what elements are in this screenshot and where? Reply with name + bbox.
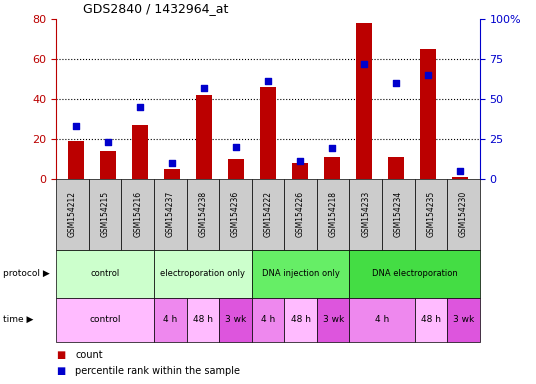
Bar — [260, 87, 276, 179]
Bar — [132, 125, 148, 179]
Text: GDS2840 / 1432964_at: GDS2840 / 1432964_at — [83, 2, 228, 15]
Bar — [420, 49, 436, 179]
Text: electroporation only: electroporation only — [160, 269, 245, 278]
Point — [103, 139, 112, 145]
Text: 4 h: 4 h — [261, 315, 275, 324]
Text: 4 h: 4 h — [375, 315, 389, 324]
Text: GSM154238: GSM154238 — [198, 191, 207, 237]
Point — [328, 145, 337, 151]
Point — [136, 104, 144, 110]
Text: percentile rank within the sample: percentile rank within the sample — [75, 366, 240, 376]
Text: ■: ■ — [56, 350, 65, 360]
Bar — [196, 95, 212, 179]
Bar — [292, 163, 308, 179]
Bar — [452, 177, 468, 179]
Point — [167, 160, 176, 166]
Point — [296, 158, 304, 164]
Bar — [163, 169, 180, 179]
Text: GSM154236: GSM154236 — [231, 191, 240, 237]
Bar — [68, 141, 84, 179]
Text: GSM154218: GSM154218 — [329, 191, 338, 237]
Text: GSM154234: GSM154234 — [394, 191, 403, 237]
Text: GSM154222: GSM154222 — [264, 191, 272, 237]
Text: GSM154215: GSM154215 — [101, 191, 110, 237]
Text: GSM154226: GSM154226 — [296, 191, 305, 237]
Text: control: control — [90, 315, 121, 324]
Text: 48 h: 48 h — [291, 315, 310, 324]
Point — [232, 144, 240, 150]
Text: 3 wk: 3 wk — [323, 315, 344, 324]
Text: 48 h: 48 h — [421, 315, 441, 324]
Text: control: control — [91, 269, 120, 278]
Point — [264, 78, 272, 84]
Point — [424, 72, 433, 78]
Text: GSM154230: GSM154230 — [459, 191, 468, 237]
Text: count: count — [75, 350, 103, 360]
Text: 4 h: 4 h — [163, 315, 177, 324]
Point — [392, 80, 400, 86]
Bar — [228, 159, 244, 179]
Bar — [356, 23, 373, 179]
Text: DNA electroporation: DNA electroporation — [371, 269, 457, 278]
Point — [71, 123, 80, 129]
Text: GSM154216: GSM154216 — [133, 191, 142, 237]
Text: 3 wk: 3 wk — [453, 315, 474, 324]
Text: 48 h: 48 h — [193, 315, 213, 324]
Bar — [324, 157, 340, 179]
Text: GSM154235: GSM154235 — [426, 191, 435, 237]
Text: GSM154212: GSM154212 — [68, 191, 77, 237]
Bar — [388, 157, 404, 179]
Point — [360, 61, 369, 67]
Text: 3 wk: 3 wk — [225, 315, 246, 324]
Bar — [100, 151, 116, 179]
Point — [456, 167, 465, 174]
Point — [199, 84, 208, 91]
Text: protocol ▶: protocol ▶ — [3, 269, 49, 278]
Text: ■: ■ — [56, 366, 65, 376]
Text: DNA injection only: DNA injection only — [262, 269, 339, 278]
Text: time ▶: time ▶ — [3, 315, 33, 324]
Text: GSM154237: GSM154237 — [166, 191, 175, 237]
Text: GSM154233: GSM154233 — [361, 191, 370, 237]
